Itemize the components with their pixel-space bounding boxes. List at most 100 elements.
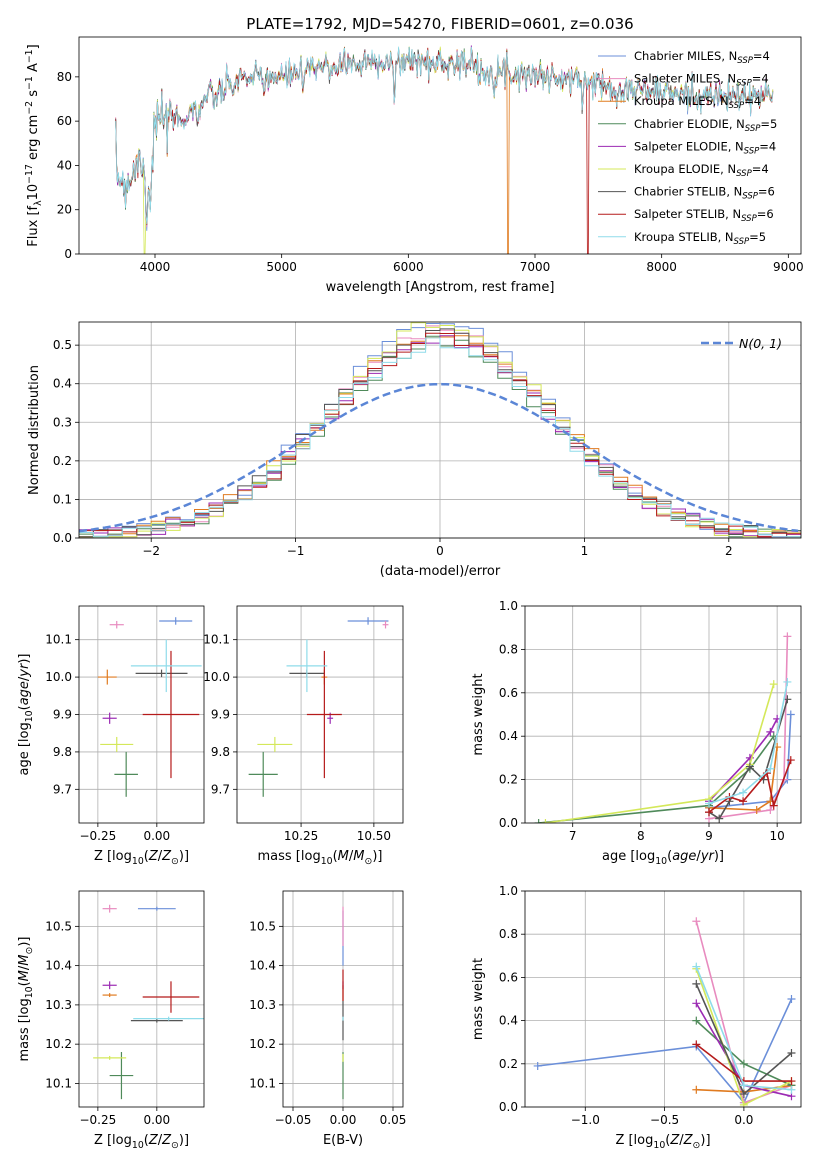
weight-marker	[787, 995, 796, 1003]
tick-label-y: 0.6	[499, 970, 518, 984]
weight-line	[708, 699, 789, 820]
weight-marker	[766, 805, 775, 814]
weight-marker	[541, 819, 550, 823]
y-axis-label-part: mass [log	[17, 998, 32, 1061]
tick-label-x: 2	[725, 544, 733, 558]
tick-label-y: 1.0	[499, 884, 518, 898]
panels: 4000 5000 6000 7000 8000 9000020406080wavelen…	[17, 36, 804, 1151]
legend-tail: =4	[759, 139, 776, 153]
axes-frame	[78, 605, 205, 824]
y-axis-label: mass [log10​(M/M⊙​)]	[17, 937, 35, 1062]
legend-tail: =4	[744, 94, 761, 108]
tick-label-x: 10.25	[284, 829, 318, 843]
spectrum-line	[115, 46, 774, 225]
x-axis-label-part: Z	[161, 1133, 172, 1148]
tick-label-y: 0.2	[53, 454, 72, 468]
x-axis-label: wavelength [Angstrom, rest frame]	[326, 280, 555, 295]
x-axis-label-part: 10	[321, 856, 333, 867]
y-axis-label-part: )]	[17, 937, 32, 947]
y-axis-label: mass weight	[471, 673, 486, 755]
x-axis-label-part: E(B-V)	[323, 1133, 363, 1148]
legend-entry: Kroupa ELODIE, NSSP=4	[634, 162, 769, 179]
tick-label-y: 80	[57, 70, 72, 84]
tick-label-y: 10.0	[45, 670, 72, 684]
x-axis-label-part: )]	[714, 849, 724, 864]
tick-label-x: 0	[436, 544, 444, 558]
panel-age-vs-Z: −0.25 0.00 9.7 9.8 9.9 10.0 10.1 Z [log10​(Z/Z⊙…	[17, 605, 205, 867]
legend-tail: =6	[757, 207, 774, 221]
x-axis-label: Z [log10​(Z/Z⊙​)]	[94, 849, 189, 867]
axes-frame	[524, 605, 802, 824]
x-axis-label-part: /	[679, 1133, 684, 1148]
panel-mass-vs-Z: −0.25 0.00 10.1 10.2 10.3 10.4 10.5 Z [log10​(Z…	[17, 890, 205, 1151]
y-axis-label-part: age [log	[17, 722, 32, 775]
tick-label-y: 1.0	[499, 599, 518, 613]
legend-text: Salpeter STELIB, N	[634, 207, 741, 221]
y-axis-label-part: /	[17, 676, 32, 681]
x-axis-label: Z [log10​(Z/Z⊙​)]	[94, 1133, 189, 1151]
weight-marker	[705, 808, 713, 817]
x-axis-label-part: (	[667, 849, 672, 864]
tick-label-y: 9.7	[53, 782, 72, 796]
plot-area	[97, 617, 202, 797]
tick-label-x: 8	[637, 829, 645, 843]
tick-label-x: 0.00	[143, 829, 170, 843]
y-axis-label-part: −2	[24, 101, 35, 115]
x-axis-label-part: Z	[148, 1133, 159, 1148]
tick-label-x: 7000	[520, 260, 551, 274]
y-axis-label-part: −1	[24, 49, 35, 63]
weight-line	[708, 759, 792, 813]
tick-label-x: −0.5	[650, 1113, 679, 1127]
y-axis-label-part: λ	[33, 200, 44, 206]
tick-label-y: 10.4	[45, 959, 72, 973]
tick-label-y: 10.2	[45, 1037, 72, 1051]
tick-label-x: 0.00	[143, 1113, 170, 1127]
weight-marker	[787, 1049, 796, 1057]
axes-frame	[78, 321, 802, 539]
tick-label-x: 9000	[773, 260, 804, 274]
plot-area	[93, 904, 204, 1100]
legend-sub: SSP	[737, 56, 753, 66]
weight-marker	[692, 917, 701, 926]
plot-area	[79, 322, 801, 538]
y-axis-label: mass weight	[471, 958, 486, 1040]
panel-residuals: −2 −1 0 1 2 0.0 0.1 0.2 0.3 0.4 0.5 (data-model)/er…	[27, 321, 802, 579]
tick-label-y: 40	[57, 158, 72, 172]
x-axis-label: Z [log10​(Z/Z⊙​)]	[615, 1133, 710, 1151]
legend-sub: SSP	[742, 192, 758, 202]
x-axis-label-part: 10	[132, 856, 144, 867]
y-axis-label-part: (	[17, 705, 32, 710]
y-axis-label-part: (	[17, 981, 32, 986]
histogram-step	[79, 337, 801, 538]
weight-marker	[739, 1100, 748, 1107]
x-axis-label-part: ⊙	[171, 856, 179, 867]
histogram-step	[79, 328, 801, 538]
weight-marker	[739, 797, 748, 806]
tick-label-y: 10.5	[45, 919, 72, 933]
tick-label-x: 10.50	[357, 829, 391, 843]
tick-label-x: −2	[142, 544, 160, 558]
tick-label-y: 10.4	[249, 959, 276, 973]
y-axis-label-part: 10	[24, 986, 35, 998]
x-axis-label-part: 10	[655, 856, 667, 867]
y-axis-label-part: M	[17, 955, 32, 966]
weight-marker	[786, 756, 795, 765]
legend-tail: =4	[753, 49, 770, 63]
tick-label-y: 9.9	[211, 708, 230, 722]
tick-label-x: 5000	[266, 260, 297, 274]
y-axis-label-part: ]	[26, 44, 41, 49]
axes-frame	[282, 890, 404, 1108]
weight-marker	[739, 1090, 748, 1099]
legend-entry: Salpeter MILES, NSSP=4	[634, 72, 769, 89]
y-axis-label-part: erg cm	[26, 115, 41, 164]
legend-tail: =5	[760, 117, 777, 131]
x-axis-label-part: M	[338, 849, 349, 864]
y-axis-label-part: Normed distribution	[27, 365, 42, 495]
weight-marker	[787, 1085, 796, 1094]
tick-label-x: 7	[569, 829, 577, 843]
panel-age-vs-mass: 10.25 10.50 9.7 9.8 9.9 10.0 10.1 mass [log10​(…	[203, 605, 404, 867]
y-axis-label-part: 10	[24, 710, 35, 722]
tick-label-y: 0.2	[499, 773, 518, 787]
weight-marker	[534, 819, 543, 823]
